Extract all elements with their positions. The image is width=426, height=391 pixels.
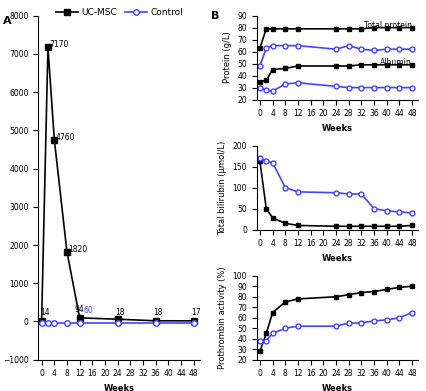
X-axis label: Weeks: Weeks xyxy=(104,384,135,391)
Text: 7170: 7170 xyxy=(49,40,68,49)
Text: 14: 14 xyxy=(40,308,49,317)
Y-axis label: Total bilirubin (μmol/L): Total bilirubin (μmol/L) xyxy=(217,140,227,235)
Text: 4760: 4760 xyxy=(55,133,75,142)
Text: A: A xyxy=(3,16,12,26)
Text: Albumin: Albumin xyxy=(380,58,411,67)
Text: 1820: 1820 xyxy=(68,245,87,254)
Text: 94: 94 xyxy=(75,305,84,314)
Y-axis label: Prothrombin activity (%): Prothrombin activity (%) xyxy=(217,266,227,369)
Text: 17: 17 xyxy=(191,308,200,317)
Y-axis label: Protein (g/L): Protein (g/L) xyxy=(222,32,231,83)
X-axis label: Weeks: Weeks xyxy=(321,384,352,391)
Text: B: B xyxy=(211,11,219,22)
X-axis label: Weeks: Weeks xyxy=(321,254,352,263)
Text: 18: 18 xyxy=(115,308,124,317)
Text: 60: 60 xyxy=(83,307,93,316)
X-axis label: Weeks: Weeks xyxy=(321,124,352,133)
Legend: UC-MSC, Control: UC-MSC, Control xyxy=(52,5,187,21)
Text: Total protein: Total protein xyxy=(363,21,411,30)
Text: 18: 18 xyxy=(153,308,162,317)
